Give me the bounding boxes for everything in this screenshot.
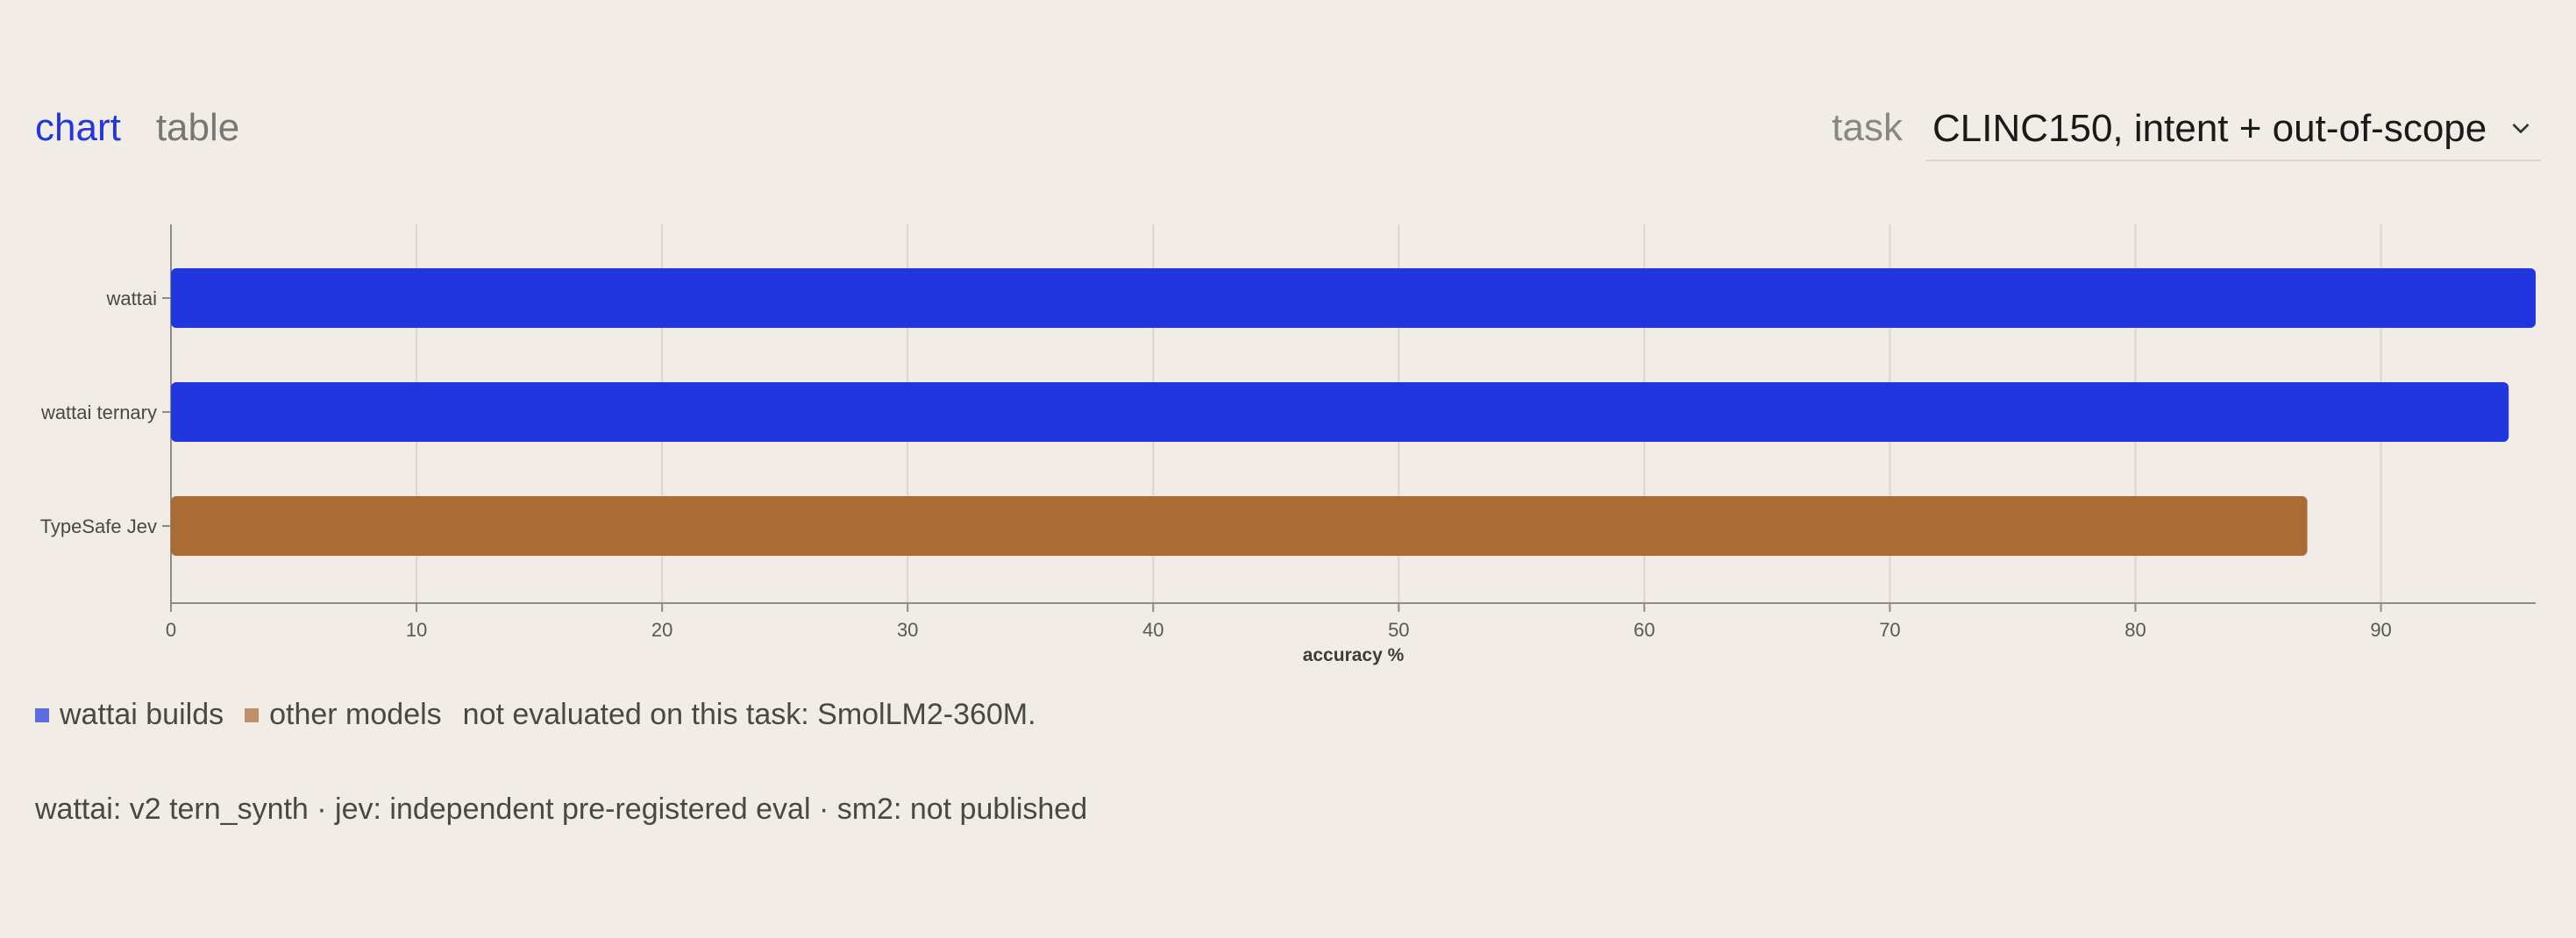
bar <box>171 496 2308 556</box>
legend-swatch-wattai <box>35 707 49 722</box>
bar <box>171 268 2536 328</box>
x-tick-label: 30 <box>897 619 918 641</box>
x-tick-label: 70 <box>1879 619 1900 641</box>
task-selector: task CLINC150, intent + out-of-scope <box>1832 98 2541 161</box>
legend-item-other: other models <box>245 698 442 732</box>
legend-label-other: other models <box>269 698 442 731</box>
task-select-value: CLINC150, intent + out-of-scope <box>1932 107 2487 150</box>
x-tick-label: 80 <box>2124 619 2145 641</box>
tab-chart[interactable]: chart <box>35 106 121 149</box>
x-tick-label: 40 <box>1142 619 1163 641</box>
view-tabs: chart table <box>35 102 239 154</box>
x-tick-label: 0 <box>166 619 176 641</box>
chevron-down-icon <box>2512 123 2530 134</box>
legend-label-wattai: wattai builds <box>60 698 224 731</box>
y-tick-label: wattai ternary <box>40 401 157 423</box>
footnote: wattai: v2 tern_synth · jev: independent… <box>35 792 1088 826</box>
legend-item-wattai: wattai builds <box>35 698 224 732</box>
bar <box>171 382 2509 442</box>
task-select[interactable]: CLINC150, intent + out-of-scope <box>1925 98 2541 161</box>
not-evaluated-note: not evaluated on this task: SmolLM2-360M… <box>462 698 1036 731</box>
accuracy-chart: 0 10 20 30 40 50 60 70 80 90 accuracy % wattai watta… <box>40 224 2536 665</box>
x-tick-label: 10 <box>406 619 427 641</box>
x-tick-label: 60 <box>1633 619 1654 641</box>
legend: wattai builds other models not evaluated… <box>35 698 1036 732</box>
x-tick-label: 20 <box>651 619 672 641</box>
task-label: task <box>1832 106 1903 149</box>
y-tick-label: wattai <box>106 288 157 309</box>
x-tick-label: 90 <box>2370 619 2391 641</box>
legend-swatch-other <box>245 707 260 722</box>
tab-table[interactable]: table <box>155 106 240 149</box>
x-tick-label: 50 <box>1388 619 1409 641</box>
x-axis-label: accuracy % <box>1303 645 1405 665</box>
y-tick-label: TypeSafe Jev <box>40 515 157 537</box>
